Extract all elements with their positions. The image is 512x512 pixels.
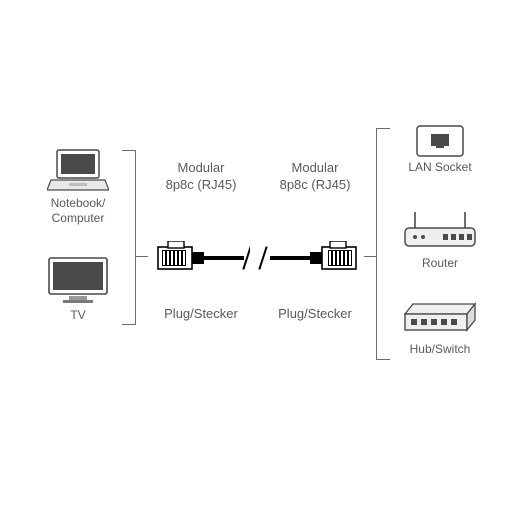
device-router: Router: [396, 210, 484, 271]
cable-break-gap: [250, 244, 258, 272]
diagram-stage: Notebook/ Computer TV Modular 8p8c (RJ45…: [0, 0, 512, 512]
label-line: Modular: [178, 160, 225, 175]
label-line: Plug/Stecker: [164, 306, 238, 321]
label-line: 8p8c (RJ45): [280, 177, 351, 192]
device-hubswitch: Hub/Switch: [396, 300, 484, 357]
device-lansocket: LAN Socket: [400, 124, 480, 175]
device-notebook-label: Notebook/ Computer: [51, 196, 106, 226]
left-bracket: [122, 150, 136, 325]
router-icon: [401, 210, 479, 254]
connector-right-label: Modular 8p8c (RJ45): [270, 160, 360, 194]
label-line: TV: [70, 308, 85, 322]
tv-icon: [45, 254, 111, 306]
right-bracket: [376, 128, 390, 360]
label-line: LAN Socket: [408, 160, 471, 174]
rj45-plug-left-icon: [156, 241, 206, 275]
device-lansocket-label: LAN Socket: [408, 160, 471, 175]
left-bracket-stub: [136, 256, 148, 257]
device-notebook: Notebook/ Computer: [38, 146, 118, 226]
rj45-plug-right-icon: [308, 241, 358, 275]
label-line: Modular: [292, 160, 339, 175]
connector-left-label: Modular 8p8c (RJ45): [156, 160, 246, 194]
laptop-icon: [47, 146, 109, 194]
cable-break-slash: [258, 246, 267, 269]
device-tv: TV: [38, 254, 118, 323]
cable-segment-left: [204, 256, 244, 260]
device-router-label: Router: [422, 256, 458, 271]
lan-socket-icon: [415, 124, 465, 158]
label-line: Notebook/: [51, 196, 106, 210]
label-line: Hub/Switch: [410, 342, 471, 356]
label-line: 8p8c (RJ45): [166, 177, 237, 192]
cable-segment-right: [270, 256, 310, 260]
device-hubswitch-label: Hub/Switch: [410, 342, 471, 357]
plug-left-label: Plug/Stecker: [156, 306, 246, 321]
device-tv-label: TV: [70, 308, 85, 323]
label-line: Plug/Stecker: [278, 306, 352, 321]
right-bracket-stub: [364, 256, 376, 257]
hub-switch-icon: [401, 300, 479, 340]
label-line: Computer: [52, 211, 105, 225]
label-line: Router: [422, 256, 458, 270]
plug-right-label: Plug/Stecker: [270, 306, 360, 321]
